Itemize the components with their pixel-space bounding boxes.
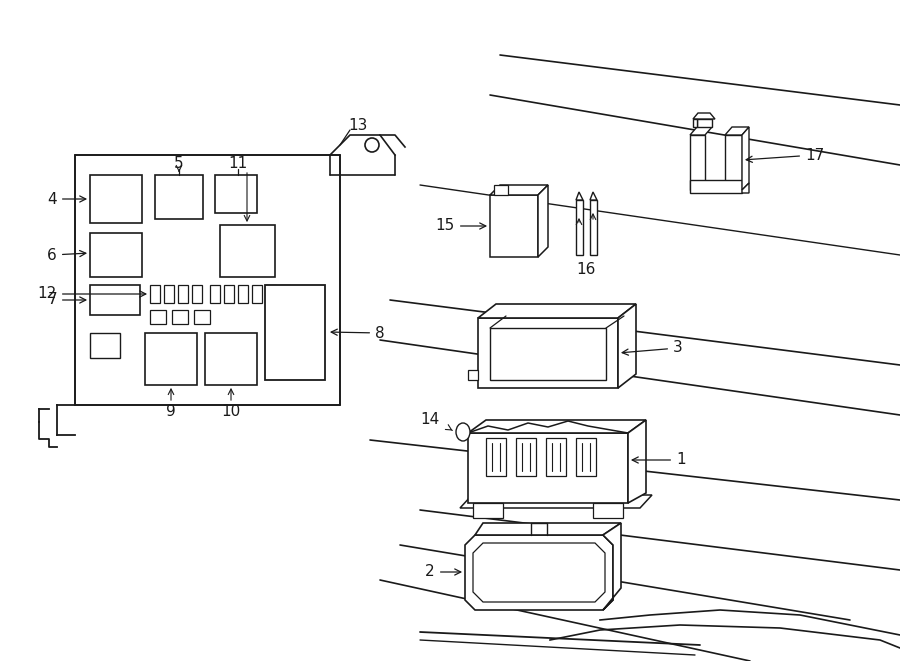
Text: 12: 12	[38, 286, 146, 301]
Polygon shape	[725, 135, 742, 190]
Polygon shape	[224, 285, 234, 303]
Polygon shape	[90, 175, 142, 223]
Text: 2: 2	[426, 564, 461, 580]
Polygon shape	[690, 135, 705, 190]
Polygon shape	[742, 127, 749, 190]
Polygon shape	[90, 233, 142, 277]
Polygon shape	[468, 420, 646, 433]
Polygon shape	[210, 285, 220, 303]
Polygon shape	[590, 192, 597, 200]
Polygon shape	[576, 438, 596, 476]
Polygon shape	[576, 192, 583, 200]
Text: 7: 7	[48, 293, 86, 307]
Text: 6: 6	[47, 247, 86, 262]
Polygon shape	[742, 183, 749, 193]
Polygon shape	[478, 318, 618, 388]
Text: 4: 4	[48, 192, 86, 206]
Polygon shape	[90, 285, 140, 315]
Polygon shape	[468, 370, 478, 380]
Polygon shape	[145, 333, 197, 385]
Polygon shape	[468, 433, 628, 503]
Polygon shape	[172, 310, 188, 324]
Polygon shape	[178, 285, 188, 303]
Polygon shape	[215, 175, 257, 213]
Polygon shape	[490, 195, 538, 257]
Polygon shape	[576, 200, 583, 255]
Polygon shape	[697, 119, 712, 127]
Text: 17: 17	[746, 147, 824, 163]
Polygon shape	[516, 438, 536, 476]
Text: 3: 3	[622, 340, 683, 356]
Polygon shape	[690, 127, 712, 135]
Text: 13: 13	[348, 118, 368, 132]
Polygon shape	[220, 225, 275, 277]
Polygon shape	[90, 333, 120, 358]
Polygon shape	[192, 285, 202, 303]
Text: 1: 1	[632, 453, 686, 467]
Polygon shape	[693, 113, 715, 119]
Ellipse shape	[456, 423, 470, 441]
Polygon shape	[265, 285, 325, 380]
Polygon shape	[618, 304, 636, 388]
Polygon shape	[603, 523, 621, 610]
Polygon shape	[475, 523, 621, 535]
Polygon shape	[538, 185, 548, 257]
Polygon shape	[590, 200, 597, 255]
Polygon shape	[266, 285, 276, 303]
Polygon shape	[155, 175, 203, 219]
Polygon shape	[238, 285, 248, 303]
Polygon shape	[465, 535, 613, 610]
Polygon shape	[164, 285, 174, 303]
Text: 14: 14	[421, 412, 440, 426]
Polygon shape	[473, 543, 605, 602]
Polygon shape	[150, 285, 160, 303]
Polygon shape	[628, 420, 646, 503]
Text: 9: 9	[166, 403, 176, 418]
Polygon shape	[460, 495, 652, 508]
Polygon shape	[150, 310, 166, 324]
Polygon shape	[252, 285, 262, 303]
Polygon shape	[205, 333, 257, 385]
Text: 15: 15	[436, 219, 486, 233]
Polygon shape	[490, 185, 548, 195]
Polygon shape	[546, 438, 566, 476]
Polygon shape	[280, 285, 290, 303]
Polygon shape	[693, 119, 697, 127]
Text: 16: 16	[576, 262, 596, 278]
Polygon shape	[473, 503, 503, 518]
Text: 10: 10	[221, 403, 240, 418]
Polygon shape	[494, 185, 508, 195]
Text: 11: 11	[229, 155, 248, 171]
Polygon shape	[593, 503, 623, 518]
Text: 8: 8	[331, 325, 384, 340]
Polygon shape	[725, 127, 749, 135]
Text: 5: 5	[175, 155, 184, 171]
Polygon shape	[478, 304, 636, 318]
Polygon shape	[486, 438, 506, 476]
Polygon shape	[194, 310, 210, 324]
Polygon shape	[690, 180, 742, 193]
Polygon shape	[490, 328, 606, 380]
